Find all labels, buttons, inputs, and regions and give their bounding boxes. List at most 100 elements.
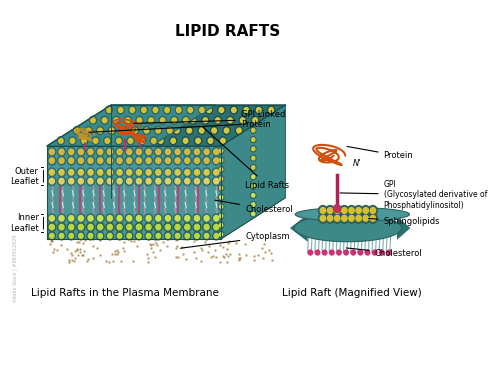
Circle shape bbox=[242, 106, 250, 114]
Circle shape bbox=[340, 206, 349, 215]
Circle shape bbox=[250, 192, 256, 198]
Circle shape bbox=[127, 137, 134, 145]
Circle shape bbox=[204, 216, 209, 221]
Circle shape bbox=[50, 149, 54, 154]
Circle shape bbox=[252, 156, 255, 160]
Circle shape bbox=[156, 149, 161, 154]
Circle shape bbox=[84, 138, 88, 143]
Circle shape bbox=[96, 147, 104, 156]
Circle shape bbox=[218, 157, 224, 163]
Circle shape bbox=[220, 214, 222, 217]
Circle shape bbox=[220, 177, 222, 180]
Circle shape bbox=[363, 207, 368, 213]
Circle shape bbox=[214, 216, 219, 221]
Circle shape bbox=[212, 168, 220, 177]
Circle shape bbox=[214, 170, 219, 175]
Text: LIPID RAFTS: LIPID RAFTS bbox=[175, 24, 280, 39]
Circle shape bbox=[48, 147, 56, 156]
Circle shape bbox=[160, 118, 165, 123]
Circle shape bbox=[250, 155, 256, 161]
Circle shape bbox=[184, 156, 192, 165]
Circle shape bbox=[250, 202, 256, 207]
Circle shape bbox=[220, 205, 222, 209]
Circle shape bbox=[239, 116, 246, 124]
Circle shape bbox=[135, 156, 143, 165]
Circle shape bbox=[252, 166, 255, 169]
Circle shape bbox=[202, 223, 210, 231]
Circle shape bbox=[125, 147, 134, 156]
Circle shape bbox=[176, 108, 181, 112]
Circle shape bbox=[105, 138, 110, 143]
Circle shape bbox=[58, 138, 63, 143]
Circle shape bbox=[86, 128, 91, 133]
Circle shape bbox=[136, 170, 141, 175]
Circle shape bbox=[212, 156, 220, 165]
Circle shape bbox=[96, 127, 103, 135]
Circle shape bbox=[218, 148, 224, 154]
Circle shape bbox=[322, 250, 327, 255]
Circle shape bbox=[354, 206, 363, 215]
Circle shape bbox=[228, 118, 232, 123]
Circle shape bbox=[82, 137, 89, 145]
Circle shape bbox=[50, 234, 54, 238]
Circle shape bbox=[177, 116, 184, 124]
Circle shape bbox=[358, 250, 362, 255]
Circle shape bbox=[185, 149, 190, 154]
Circle shape bbox=[176, 234, 180, 238]
Circle shape bbox=[174, 128, 179, 133]
Circle shape bbox=[342, 215, 347, 221]
Circle shape bbox=[154, 168, 162, 177]
Circle shape bbox=[106, 156, 114, 165]
Circle shape bbox=[50, 178, 54, 184]
Circle shape bbox=[268, 106, 274, 114]
Circle shape bbox=[138, 137, 145, 145]
Circle shape bbox=[334, 207, 340, 213]
Circle shape bbox=[48, 214, 56, 223]
Circle shape bbox=[366, 250, 370, 255]
Circle shape bbox=[50, 224, 54, 230]
Circle shape bbox=[372, 250, 377, 255]
Circle shape bbox=[98, 127, 106, 135]
Circle shape bbox=[170, 108, 174, 112]
Circle shape bbox=[74, 127, 81, 135]
Circle shape bbox=[252, 129, 255, 132]
Circle shape bbox=[69, 234, 73, 238]
Circle shape bbox=[220, 195, 222, 199]
Circle shape bbox=[212, 128, 216, 133]
Circle shape bbox=[144, 108, 149, 112]
Circle shape bbox=[332, 206, 342, 215]
Circle shape bbox=[182, 116, 190, 124]
Circle shape bbox=[67, 168, 75, 177]
Circle shape bbox=[250, 128, 256, 133]
Circle shape bbox=[59, 224, 64, 230]
Circle shape bbox=[98, 149, 102, 154]
Text: Adobe Stock | #863912829: Adobe Stock | #863912829 bbox=[12, 234, 18, 302]
Circle shape bbox=[370, 215, 376, 221]
Circle shape bbox=[194, 224, 200, 230]
Circle shape bbox=[125, 128, 130, 133]
Circle shape bbox=[125, 177, 134, 186]
Circle shape bbox=[220, 168, 222, 171]
Circle shape bbox=[193, 168, 201, 177]
Circle shape bbox=[220, 137, 226, 145]
Circle shape bbox=[104, 118, 108, 123]
Circle shape bbox=[96, 138, 101, 143]
Circle shape bbox=[146, 158, 151, 164]
Circle shape bbox=[166, 118, 170, 123]
Circle shape bbox=[74, 128, 79, 133]
Circle shape bbox=[154, 156, 162, 165]
Circle shape bbox=[116, 156, 124, 165]
Circle shape bbox=[98, 128, 102, 133]
Circle shape bbox=[171, 138, 175, 143]
Circle shape bbox=[143, 127, 150, 135]
Circle shape bbox=[121, 128, 126, 133]
Circle shape bbox=[108, 108, 112, 112]
Circle shape bbox=[67, 177, 75, 186]
Circle shape bbox=[59, 178, 64, 184]
Circle shape bbox=[154, 223, 162, 231]
Circle shape bbox=[132, 128, 137, 133]
Circle shape bbox=[116, 147, 124, 156]
Circle shape bbox=[250, 183, 256, 189]
Circle shape bbox=[72, 138, 76, 143]
Circle shape bbox=[212, 147, 220, 156]
